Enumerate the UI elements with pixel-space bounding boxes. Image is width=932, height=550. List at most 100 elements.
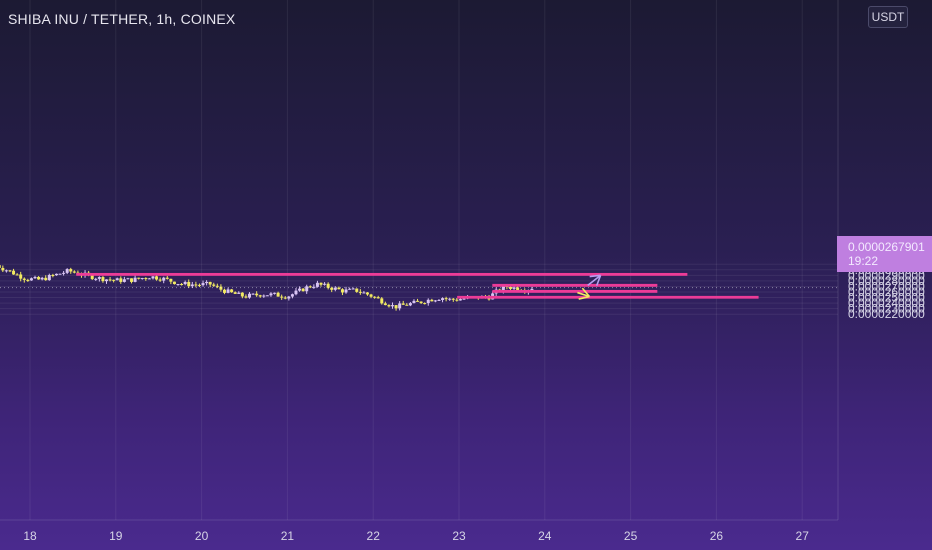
candle-down [101, 277, 105, 282]
y-tick-label: 0.0000220000 [848, 307, 925, 321]
candle-down [187, 281, 191, 287]
candle-up [287, 296, 291, 299]
candle-down [155, 276, 159, 280]
candle-up [391, 305, 395, 307]
candle-down [280, 296, 284, 298]
candle-up [205, 281, 209, 284]
candle-down [419, 301, 423, 304]
candle-down [137, 277, 141, 279]
candle-down [301, 288, 305, 292]
candle-up [305, 286, 309, 292]
candle-up [58, 273, 62, 275]
candle-up [323, 283, 327, 285]
candle-down [165, 277, 169, 279]
chart-title: SHIBA INU / TETHER, 1h, COINEX [8, 11, 236, 27]
candle-down [337, 287, 341, 290]
candle-down [15, 274, 19, 276]
candle-up [448, 298, 452, 300]
candle-down [72, 271, 76, 273]
candle-down [401, 303, 405, 305]
candle-up [265, 295, 269, 297]
candle-down [244, 296, 248, 298]
price-axis[interactable]: 0.00002200000.00002300000.00002400000.00… [837, 0, 932, 550]
arrow-up[interactable] [587, 274, 602, 286]
candle-up [54, 273, 58, 276]
grid [0, 0, 838, 520]
x-tick-label: 26 [710, 529, 724, 543]
candle-down [365, 292, 369, 295]
x-tick-label: 20 [195, 529, 209, 543]
candle-down [90, 274, 94, 280]
x-tick-label: 27 [796, 529, 810, 543]
candle-up [462, 298, 466, 300]
last-price-value: 0.0000267901 [848, 240, 925, 254]
candle-down [383, 303, 387, 306]
time-axis[interactable]: 18 19 20 21 22 23 24 25 26 27 [0, 519, 838, 543]
candle-up [97, 277, 101, 279]
candle-up [501, 285, 505, 292]
candle-down [8, 270, 12, 272]
x-tick-label: 24 [538, 529, 552, 543]
candle-down [258, 295, 262, 297]
candle-up [290, 294, 294, 297]
candle-up [248, 293, 252, 298]
candle-down [330, 287, 334, 290]
candle-down [255, 293, 259, 296]
candle-up [426, 299, 430, 304]
candle-up [62, 272, 66, 274]
candle-up [40, 277, 44, 280]
candle-up [262, 295, 266, 297]
candle-countdown: 19:22 [848, 254, 879, 268]
candle-down [197, 284, 201, 286]
candle-up [408, 303, 412, 306]
candle-down [44, 277, 48, 281]
zone-box-3[interactable] [492, 289, 658, 293]
candle-down [394, 305, 398, 309]
y-tick-label: 0.0000260000 [848, 285, 925, 299]
candle-down [516, 287, 520, 291]
candle-up [122, 279, 126, 282]
zone-box-1[interactable] [76, 272, 688, 276]
candle-up [133, 277, 137, 282]
candle-down [158, 279, 162, 281]
candle-down [108, 279, 112, 281]
candle-down [230, 289, 234, 293]
candle-down [283, 297, 287, 299]
zone-box-4[interactable] [457, 295, 759, 299]
x-tick-label: 19 [109, 529, 123, 543]
candle-up [140, 278, 144, 280]
candle-down [0, 265, 1, 268]
candle-down [12, 270, 16, 275]
candle-up [269, 293, 273, 296]
candle-down [240, 292, 244, 297]
candle-down [451, 298, 455, 300]
candle-up [94, 278, 98, 280]
candle-up [441, 298, 445, 300]
candle-up [437, 299, 441, 301]
candle-down [69, 269, 73, 272]
candle-up [348, 288, 352, 290]
candle-down [326, 283, 330, 288]
candle-down [444, 298, 448, 300]
currency-button[interactable]: USDT [868, 6, 908, 28]
y-tick-label: 0.0000240000 [848, 296, 925, 310]
candle-up [201, 283, 205, 286]
candle-up [294, 290, 298, 295]
candle-down [215, 285, 219, 287]
candles [0, 265, 534, 311]
candle-up [47, 274, 51, 281]
candle-down [319, 282, 323, 285]
candle-down [308, 286, 312, 288]
arrow-down[interactable] [577, 287, 591, 300]
candle-up [344, 289, 348, 293]
candle-up [190, 284, 194, 287]
candle-down [276, 292, 280, 297]
candle-up [147, 278, 151, 280]
zone-box-2[interactable] [492, 283, 658, 287]
candle-up [298, 288, 302, 291]
candle-down [373, 296, 377, 298]
candle-up [351, 288, 355, 290]
candle-down [172, 281, 176, 285]
candle-down [26, 279, 30, 281]
